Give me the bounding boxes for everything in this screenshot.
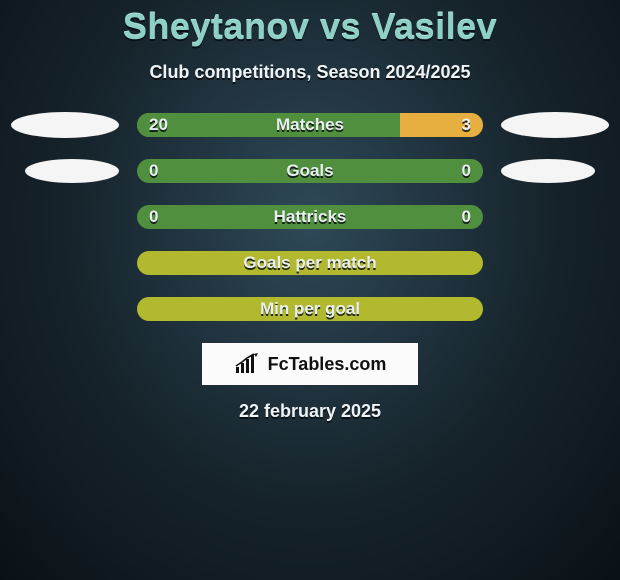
bar-track-hattricks: 0 Hattricks 0	[137, 205, 483, 229]
bar-track-matches: 20 Matches 3	[137, 113, 483, 137]
stat-row-hattricks: 0 Hattricks 0	[0, 205, 620, 229]
branding-text: FcTables.com	[268, 354, 387, 375]
page-title: Sheytanov vs Vasilev	[0, 0, 620, 48]
stat-row-goals: 0 Goals 0	[0, 159, 620, 183]
bar-right-value: 0	[462, 205, 471, 229]
bar-right-value: 0	[462, 159, 471, 183]
date-text: 22 february 2025	[0, 401, 620, 422]
bar-label: Matches	[137, 113, 483, 137]
subtitle: Club competitions, Season 2024/2025	[0, 62, 620, 83]
bar-track-mpg: Min per goal	[137, 297, 483, 321]
bar-label: Hattricks	[137, 205, 483, 229]
stat-row-matches: 20 Matches 3	[0, 113, 620, 137]
stat-row-gpm: Goals per match	[0, 251, 620, 275]
bar-right-value: 3	[462, 113, 471, 137]
stat-rows: 20 Matches 3 0 Goals 0 0 Hattricks 0	[0, 113, 620, 321]
left-marker-icon	[25, 159, 119, 183]
comparison-card: Sheytanov vs Vasilev Club competitions, …	[0, 0, 620, 580]
left-marker-icon	[11, 112, 119, 138]
bar-label: Goals per match	[137, 251, 483, 275]
bar-track-gpm: Goals per match	[137, 251, 483, 275]
bar-label: Min per goal	[137, 297, 483, 321]
right-marker-icon	[501, 112, 609, 138]
bar-label: Goals	[137, 159, 483, 183]
right-marker-icon	[501, 159, 595, 183]
bars-chart-icon	[234, 353, 262, 375]
branding-badge: FcTables.com	[202, 343, 418, 385]
bar-track-goals: 0 Goals 0	[137, 159, 483, 183]
stat-row-mpg: Min per goal	[0, 297, 620, 321]
